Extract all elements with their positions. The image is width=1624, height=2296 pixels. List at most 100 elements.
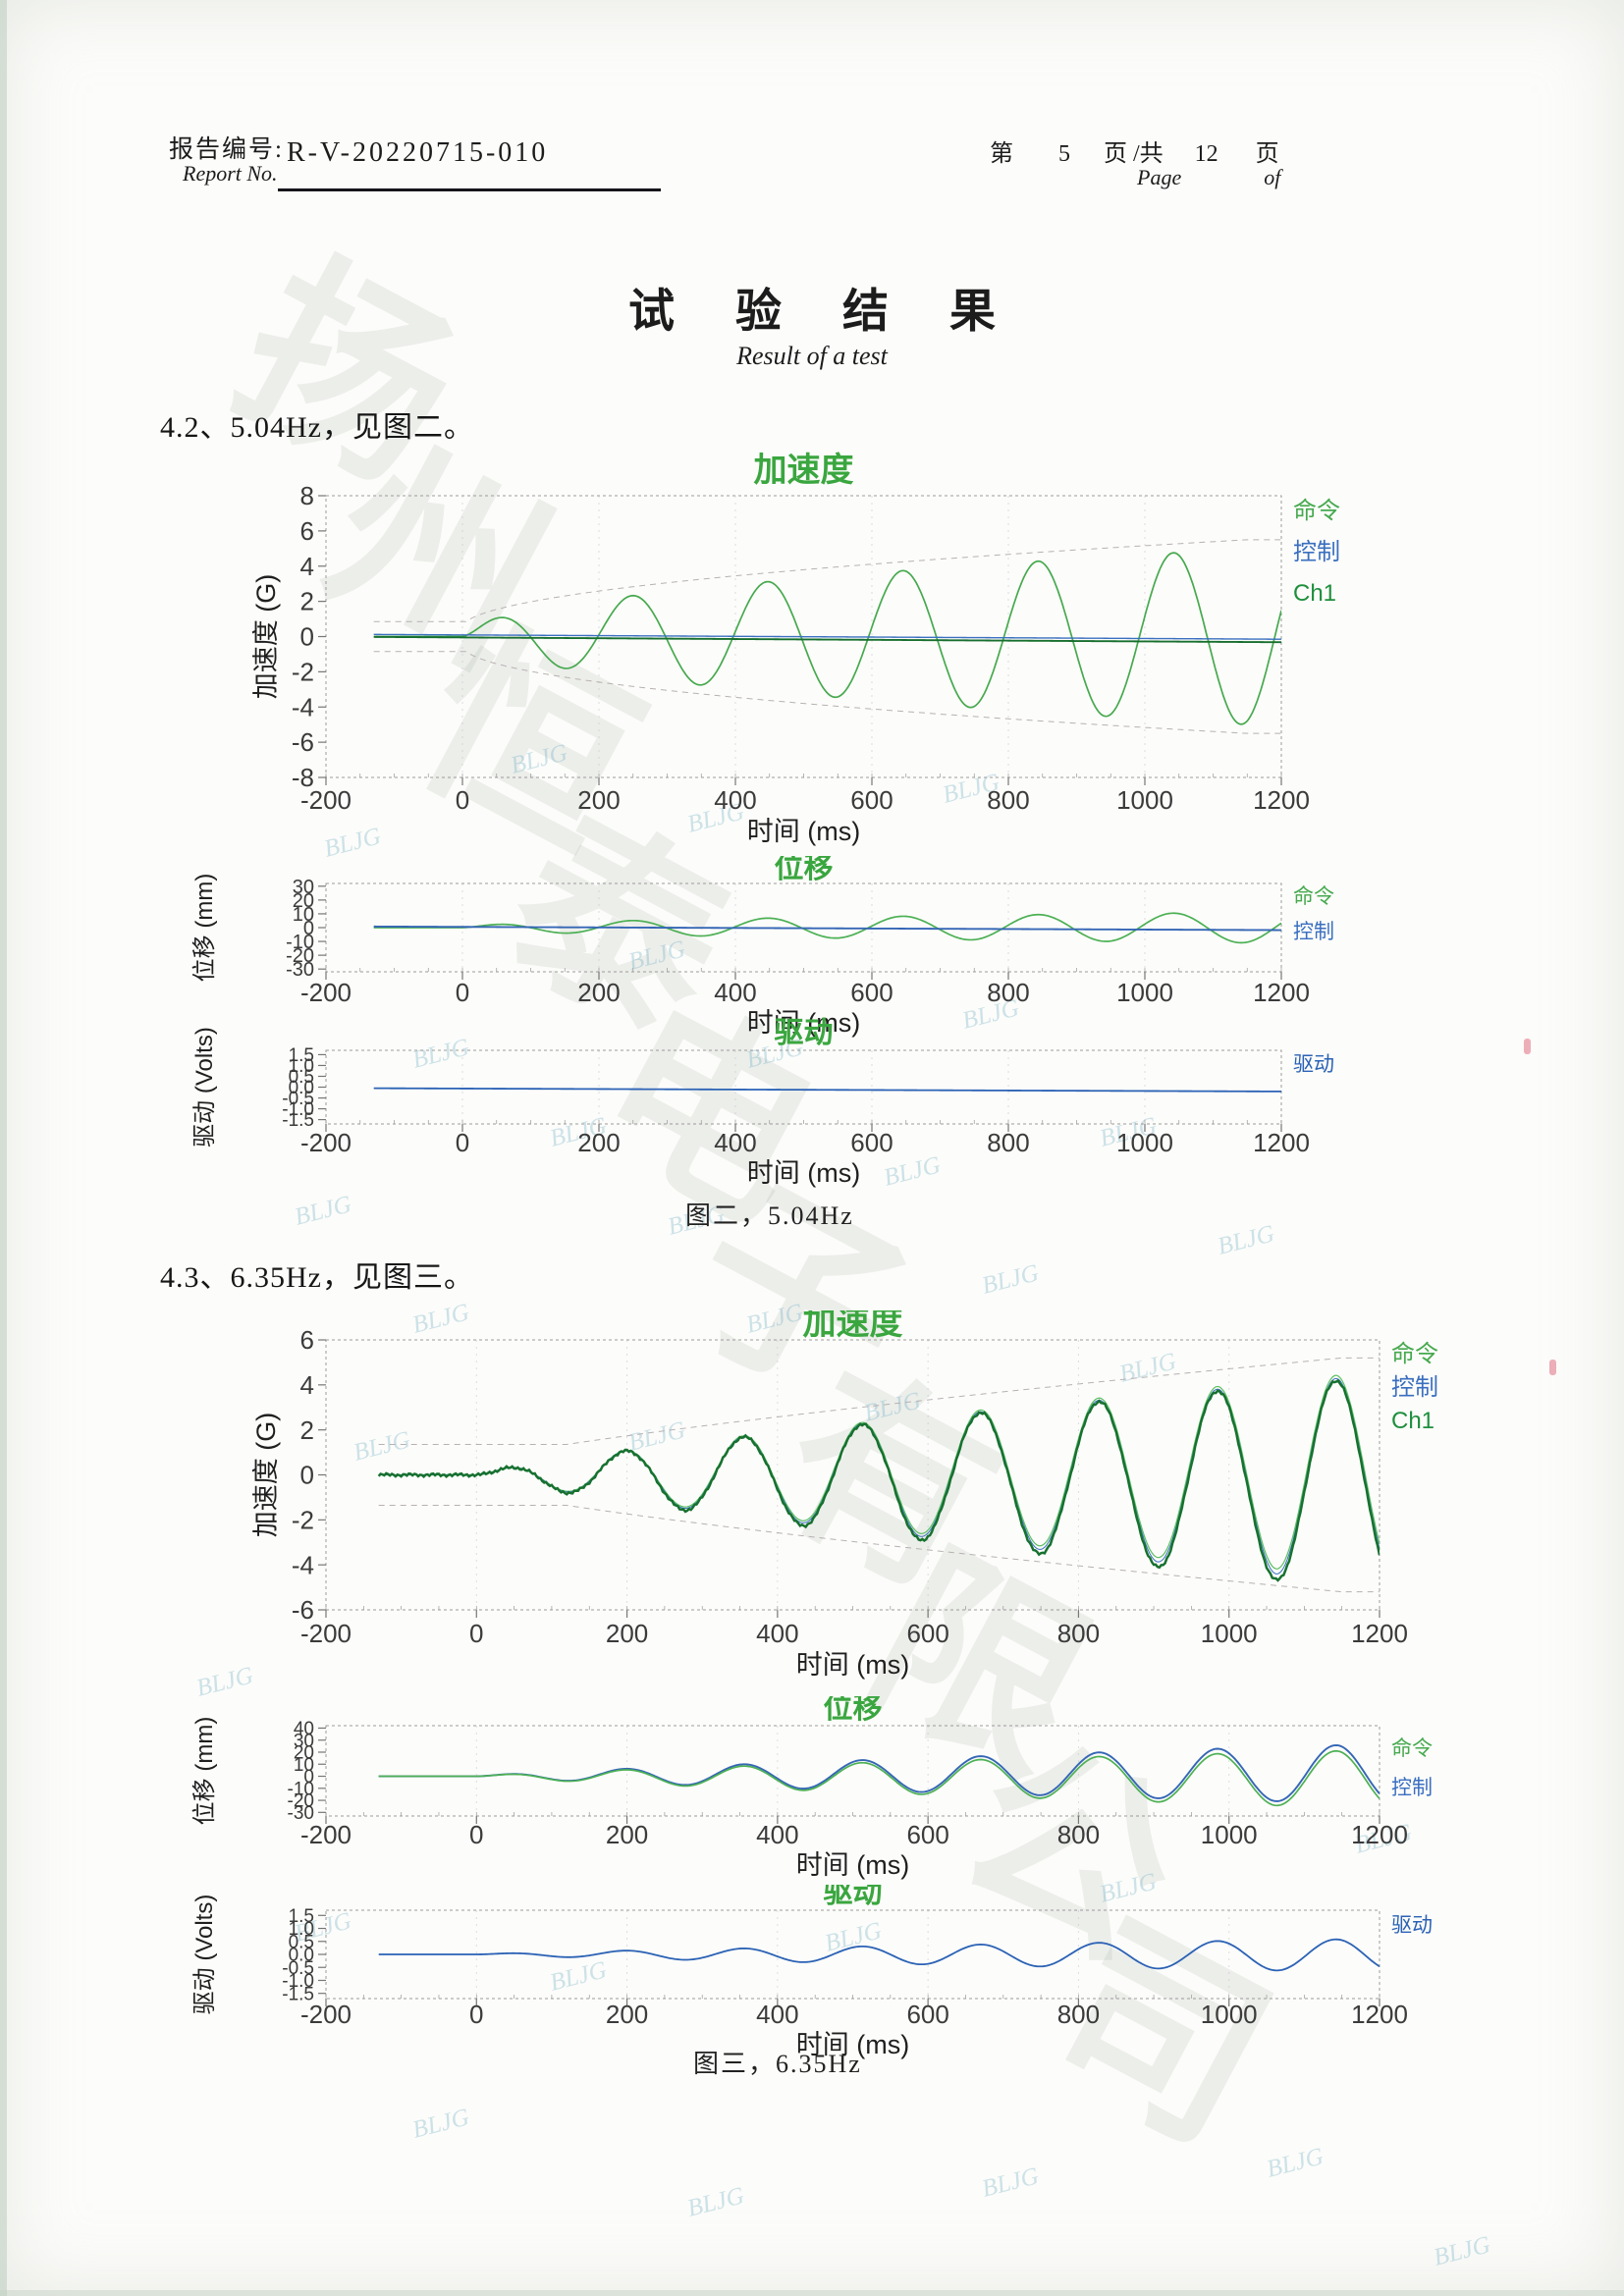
svg-text:-0.5: -0.5 xyxy=(282,1958,314,1979)
legend-控制: 控制 xyxy=(1391,1777,1433,1799)
svg-text:1200: 1200 xyxy=(1253,785,1310,815)
svg-text:-1.0: -1.0 xyxy=(282,1971,314,1992)
legend-命令: 命令 xyxy=(1391,1737,1433,1760)
svg-text:400: 400 xyxy=(714,785,756,815)
svg-text:0: 0 xyxy=(300,622,314,652)
chart-title: 位移 xyxy=(775,856,834,884)
series-驱动 xyxy=(378,1938,1380,1972)
series-tolerance-lower xyxy=(373,651,1281,734)
scan-artifact xyxy=(1524,1039,1531,1054)
svg-text:0.5: 0.5 xyxy=(289,1932,314,1952)
chart-title: 位移 xyxy=(824,1696,883,1725)
svg-text:-200: -200 xyxy=(300,2000,352,2029)
svg-text:600: 600 xyxy=(850,785,893,815)
figure3-caption: 图三，6.35Hz xyxy=(693,2050,862,2078)
svg-text:0: 0 xyxy=(469,2000,483,2029)
y-axis-label: 驱动 (Volts) xyxy=(191,1027,218,1148)
svg-text:-20: -20 xyxy=(286,945,314,967)
svg-text:600: 600 xyxy=(906,2000,948,2029)
document-title-zh: 试验结果 xyxy=(628,287,1056,338)
chart-canvas: -200 0 200 400 600 800 1000 1200 1.51.00.50.0-0.… xyxy=(191,1017,1334,1188)
legend-Ch1: Ch1 xyxy=(1293,580,1336,607)
svg-text:1200: 1200 xyxy=(1351,1619,1408,1648)
svg-text:0: 0 xyxy=(456,978,469,1007)
svg-text:40: 40 xyxy=(294,1719,314,1739)
stamp-watermark: BLJG xyxy=(979,2163,1042,2203)
fig2-drive-chart: -200 0 200 400 600 800 1000 1200 1.5 1.0 0.5 0.0 -0.… xyxy=(177,1016,1394,1217)
legend-Ch1: Ch1 xyxy=(1391,1408,1435,1434)
series-Ch1 xyxy=(373,635,1281,644)
stamp-watermark: BLJG xyxy=(1215,1220,1277,1260)
svg-text:200: 200 xyxy=(606,1820,648,1849)
svg-text:2: 2 xyxy=(300,587,314,616)
svg-text:400: 400 xyxy=(714,978,756,1007)
svg-text:200: 200 xyxy=(577,785,620,815)
svg-text:-20: -20 xyxy=(288,1791,314,1812)
svg-text:-30: -30 xyxy=(286,959,314,981)
chart-title: 加速度 xyxy=(803,1310,903,1342)
legend-驱动: 驱动 xyxy=(1293,1053,1334,1076)
chart-canvas: -200 0 200 400 600 800 1000 1200 8 6 4 2 0 -2 -4 -6 -8 加速… xyxy=(251,452,1340,846)
svg-text:1000: 1000 xyxy=(1201,1820,1258,1849)
page-prefix: 第 xyxy=(990,141,1013,167)
svg-text:4: 4 xyxy=(300,1370,314,1400)
svg-text:1.0: 1.0 xyxy=(289,1056,314,1077)
legend-控制: 控制 xyxy=(1293,539,1340,565)
fig3-displacement-chart: -200 0 200 400 600 800 1000 1200 40 30 20 10 0 -10 -20… xyxy=(177,1696,1453,1904)
svg-text:0: 0 xyxy=(303,918,314,939)
svg-text:-8: -8 xyxy=(292,763,314,792)
svg-text:-10: -10 xyxy=(286,932,314,953)
svg-text:400: 400 xyxy=(714,1128,756,1157)
svg-text:6: 6 xyxy=(300,1325,314,1355)
x-axis-label: 时间 (ms) xyxy=(796,1850,909,1880)
svg-text:400: 400 xyxy=(756,1820,798,1849)
svg-text:2: 2 xyxy=(300,1415,314,1445)
svg-text:-200: -200 xyxy=(300,978,352,1007)
svg-text:0.0: 0.0 xyxy=(289,1946,314,1966)
svg-text:4: 4 xyxy=(300,552,314,581)
legend-命令: 命令 xyxy=(1293,885,1334,908)
y-axis-label: 位移 (mm) xyxy=(191,1717,218,1826)
svg-text:-10: -10 xyxy=(288,1779,314,1799)
scan-artifact xyxy=(1549,1360,1556,1375)
legend-控制: 控制 xyxy=(1293,921,1334,943)
series-控制 xyxy=(373,633,1281,640)
legend-驱动: 驱动 xyxy=(1391,1914,1433,1937)
x-axis-label: 时间 (ms) xyxy=(747,1008,860,1038)
svg-text:1.5: 1.5 xyxy=(289,1045,314,1066)
svg-text:0: 0 xyxy=(469,1619,483,1648)
scan-edge-bottom xyxy=(0,2290,1624,2296)
svg-text:-6: -6 xyxy=(292,727,314,757)
series-命令 xyxy=(373,552,1281,725)
svg-text:-2: -2 xyxy=(292,657,314,686)
svg-text:200: 200 xyxy=(606,2000,648,2029)
svg-text:0: 0 xyxy=(456,785,469,815)
svg-text:600: 600 xyxy=(906,1820,948,1849)
svg-text:800: 800 xyxy=(987,785,1029,815)
section-4-3-text: 4.3、6.35Hz，见图三。 xyxy=(160,1261,474,1294)
svg-text:1.0: 1.0 xyxy=(289,1919,314,1940)
svg-text:1200: 1200 xyxy=(1351,2000,1408,2029)
svg-text:800: 800 xyxy=(987,978,1029,1007)
fig3-drive-chart: -200 0 200 400 600 800 1000 1200 1.5 1.0 0.5 0.0 -0.… xyxy=(177,1885,1453,2096)
svg-text:10: 10 xyxy=(294,1755,314,1776)
svg-text:-1.5: -1.5 xyxy=(282,1110,314,1131)
svg-text:0.0: 0.0 xyxy=(289,1078,314,1098)
legend-控制: 控制 xyxy=(1391,1374,1438,1401)
svg-text:30: 30 xyxy=(294,1731,314,1751)
svg-text:400: 400 xyxy=(756,1619,798,1648)
report-no-label-en: Report No. xyxy=(183,161,278,186)
svg-text:0: 0 xyxy=(300,1461,314,1490)
series-tolerance-upper xyxy=(378,1357,1380,1446)
svg-text:-4: -4 xyxy=(292,1550,314,1579)
svg-text:-1.5: -1.5 xyxy=(282,1984,314,2004)
report-no-label-zh: 报告编号: xyxy=(169,136,284,163)
page-indicator: 第 5 页 /共 12 页 xyxy=(990,133,1279,168)
y-axis-label: 驱动 (Volts) xyxy=(191,1895,218,2015)
svg-text:20: 20 xyxy=(293,890,314,912)
svg-text:400: 400 xyxy=(756,2000,798,2029)
chart-canvas: -200 0 200 400 600 800 1000 12003020100-10-20-3… xyxy=(191,856,1334,1038)
page-mid: 页 /共 xyxy=(1104,141,1164,167)
svg-text:200: 200 xyxy=(577,978,620,1007)
svg-text:1200: 1200 xyxy=(1253,1128,1310,1157)
